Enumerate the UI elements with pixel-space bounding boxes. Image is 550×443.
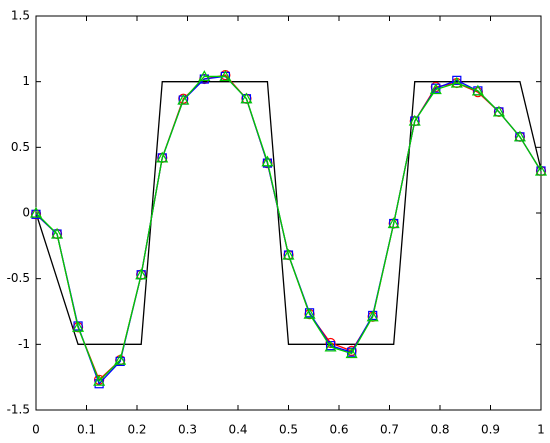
point xyxy=(513,130,526,142)
series-line xyxy=(35,75,542,383)
point xyxy=(408,114,421,126)
point xyxy=(345,347,358,359)
y-tick-label: -0.5 xyxy=(7,271,30,285)
point xyxy=(492,105,505,117)
point xyxy=(219,70,232,82)
x-tick-label: 0.9 xyxy=(481,423,500,437)
point xyxy=(450,76,463,88)
point xyxy=(114,353,127,365)
y-tick-label: -1 xyxy=(18,337,30,351)
y-tick-label: 1 xyxy=(22,74,30,88)
x-tick-label: 1 xyxy=(537,423,545,437)
point xyxy=(261,155,274,167)
x-tick-label: 0.5 xyxy=(279,423,298,437)
x-tick-label: 0.2 xyxy=(127,423,146,437)
point xyxy=(240,92,253,104)
point xyxy=(534,164,548,176)
point xyxy=(452,75,462,85)
x-tick-label: 0.3 xyxy=(178,423,197,437)
point xyxy=(303,307,316,319)
x-tick-label: 0.8 xyxy=(430,423,449,437)
point xyxy=(51,227,64,239)
y-tick-label: -1.5 xyxy=(7,403,30,417)
point xyxy=(93,374,106,386)
x-tick-label: 0.1 xyxy=(77,423,96,437)
x-tick-label: 0.4 xyxy=(228,423,247,437)
y-tick-label: 1.5 xyxy=(11,9,30,23)
point xyxy=(72,321,85,332)
x-tick-label: 0 xyxy=(32,423,40,437)
point xyxy=(177,93,190,105)
series-line xyxy=(35,81,542,345)
point xyxy=(29,206,43,218)
point xyxy=(282,248,295,260)
point xyxy=(471,84,484,96)
point xyxy=(366,310,379,322)
y-tick-label: 0.5 xyxy=(11,140,30,154)
point xyxy=(156,151,169,163)
plot-frame xyxy=(35,15,542,411)
point xyxy=(429,83,442,95)
point xyxy=(135,268,148,280)
point xyxy=(198,70,211,82)
y-tick-label: 0 xyxy=(22,206,30,220)
point xyxy=(324,340,337,352)
x-tick-label: 0.7 xyxy=(380,423,399,437)
x-tick-label: 0.6 xyxy=(329,423,348,437)
point xyxy=(387,217,400,229)
